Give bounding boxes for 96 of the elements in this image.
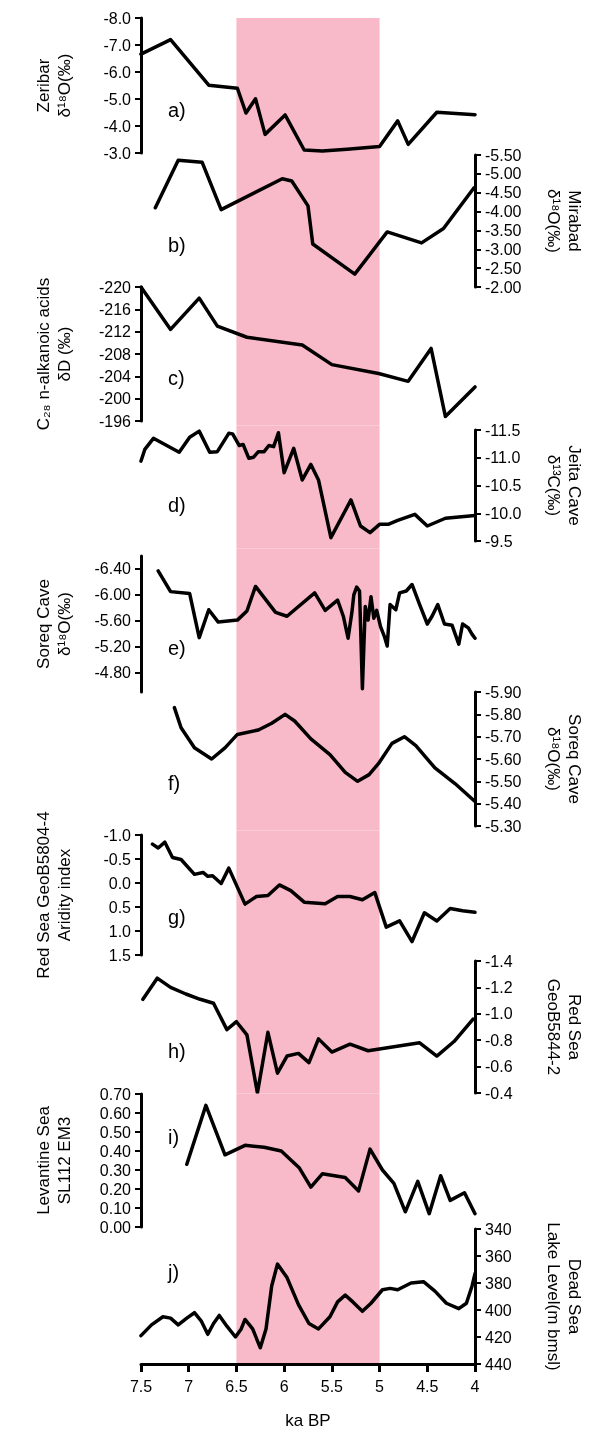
x-tick-label: 5	[375, 1377, 385, 1395]
y-tick-label: 0.5	[108, 898, 132, 916]
y2-tick-label: -5.80	[485, 705, 522, 723]
y-tick-label: -7.0	[103, 36, 132, 54]
line-series	[185, 1103, 477, 1216]
y-tick-label: 0.50	[99, 1123, 132, 1141]
y2-tick-label: -4.00	[485, 203, 522, 221]
y2-tick-label: -10.5	[485, 477, 522, 494]
y-tick-label: -1.0	[103, 826, 132, 844]
y-tick-label: -200	[98, 390, 132, 408]
y2-tick-label: -5.90	[485, 683, 522, 701]
y2-tick-label: -5.50	[485, 772, 522, 790]
y2-tick-label: 440	[485, 1355, 512, 1373]
y-tick-label: -0.5	[103, 850, 132, 868]
y-tick-label: -6.0	[103, 63, 132, 81]
y-tick-label: -6.00	[94, 586, 132, 604]
y2-tick-label: 360	[485, 1247, 512, 1265]
y2-tick-label: -5.40	[485, 795, 522, 813]
y2-tick-label: -5.60	[485, 750, 522, 768]
y2-tick-label: -2.50	[485, 259, 522, 277]
y2-tick-label: -9.5	[485, 532, 513, 550]
y2-tick-label: -4.50	[485, 184, 522, 202]
y-tick-label: 0.0	[108, 874, 132, 892]
annotation: i)	[168, 1125, 180, 1148]
y2-tick-label: -0.6	[485, 1058, 513, 1076]
y-axis-title: C₂₈ n-alkanoic acids δD (‰)	[34, 277, 74, 431]
y-tick-label: -5.0	[103, 90, 132, 108]
y-tick-label: -5.20	[94, 638, 132, 656]
y2-axis-title: Dead Sea Lake Level(m bmsl)	[544, 1222, 584, 1371]
x-tick-label: 6.5	[225, 1377, 248, 1395]
line-series	[156, 569, 477, 691]
y-tick-label: 0.00	[99, 1218, 132, 1236]
y-axis-title: Soreq Cave δ¹⁸O(‰)	[34, 579, 74, 669]
y2-axis-title: Red Sea GeoB5844-2	[544, 978, 584, 1076]
annotation: b)	[168, 233, 186, 256]
y2-tick-label: -2.00	[485, 278, 522, 296]
y-tick-label: 0.10	[99, 1199, 132, 1217]
x-tick-label: 4	[470, 1377, 480, 1395]
annotation: f)	[168, 772, 181, 795]
x-tick-label: 5.5	[320, 1377, 344, 1395]
y2-tick-label: -11.5	[485, 421, 521, 439]
annotation: g)	[168, 905, 186, 928]
y2-axis-title: Jeita Cave δ¹³C(‰)	[544, 445, 584, 526]
annotation: d)	[168, 494, 186, 517]
y2-tick-label: -1.4	[485, 952, 513, 970]
x-tick-label: 7	[184, 1377, 194, 1395]
y-tick-label: -208	[98, 345, 132, 363]
y2-tick-label: -10.0	[485, 504, 522, 522]
annotation: h)	[168, 1039, 186, 1062]
y2-tick-label: 340	[485, 1220, 512, 1238]
y-tick-label: -212	[98, 323, 132, 341]
x-axis-title: ka BP	[285, 1411, 331, 1430]
y-tick-label: -204	[98, 367, 132, 385]
y-tick-label: -220	[98, 278, 132, 296]
y-tick-label: 0.40	[99, 1142, 132, 1160]
y-tick-label: 1.0	[108, 922, 132, 940]
y2-tick-label: 400	[485, 1301, 512, 1319]
y-tick-label: 1.5	[108, 946, 132, 964]
y2-tick-label: -1.0	[485, 1005, 513, 1023]
y2-tick-label: -11.0	[485, 449, 521, 467]
y-tick-label: -5.60	[94, 612, 132, 630]
x-tick-label: 7.5	[129, 1377, 153, 1395]
y-tick-label: 0.20	[99, 1180, 132, 1198]
y2-axis-title: Mirabad δ¹⁸O(‰)	[544, 189, 584, 253]
y-tick-label: 0.30	[99, 1161, 132, 1179]
y2-tick-label: -0.4	[485, 1084, 513, 1102]
y2-tick-label: -5.30	[485, 817, 522, 835]
y-tick-label: 0.60	[99, 1104, 132, 1122]
line-series	[150, 840, 477, 944]
annotation: c)	[168, 367, 185, 390]
y-axis-title: Zeribar δ¹⁸O(‰)	[34, 53, 74, 118]
y2-tick-label: -0.8	[485, 1031, 513, 1049]
y2-tick-label: 380	[485, 1274, 512, 1292]
y-axis-title: Levantine Sea SL112 EM3	[34, 1105, 74, 1215]
y-tick-label: -196	[98, 412, 132, 430]
x-tick-label: 4.5	[416, 1377, 439, 1395]
y2-tick-label: -5.70	[485, 728, 522, 746]
y2-tick-label: -3.50	[485, 221, 522, 239]
y-tick-label: -6.40	[94, 560, 132, 578]
y-axis-title: Red Sea GeoB5804-4 Aridity index	[34, 811, 74, 979]
y-tick-label: -4.80	[94, 664, 132, 682]
y-tick-label: -4.0	[103, 117, 132, 135]
annotation: a)	[168, 98, 186, 121]
y-tick-label: -216	[98, 300, 132, 318]
y2-axis-title: Soreq Cave δ¹⁸O(‰)	[544, 714, 584, 804]
x-tick-label: 6	[279, 1377, 289, 1395]
y-tick-label: -8.0	[103, 9, 132, 27]
annotation: j)	[167, 1261, 180, 1284]
y-tick-label: 0.70	[99, 1085, 132, 1103]
y2-tick-label: -5.50	[485, 146, 522, 164]
y2-tick-label: -5.00	[485, 165, 522, 183]
annotation: e)	[168, 637, 186, 660]
y2-tick-label: -3.00	[485, 240, 522, 258]
y2-tick-label: -1.2	[485, 978, 513, 996]
y2-tick-label: 420	[485, 1328, 512, 1346]
y-tick-label: -3.0	[103, 144, 132, 162]
